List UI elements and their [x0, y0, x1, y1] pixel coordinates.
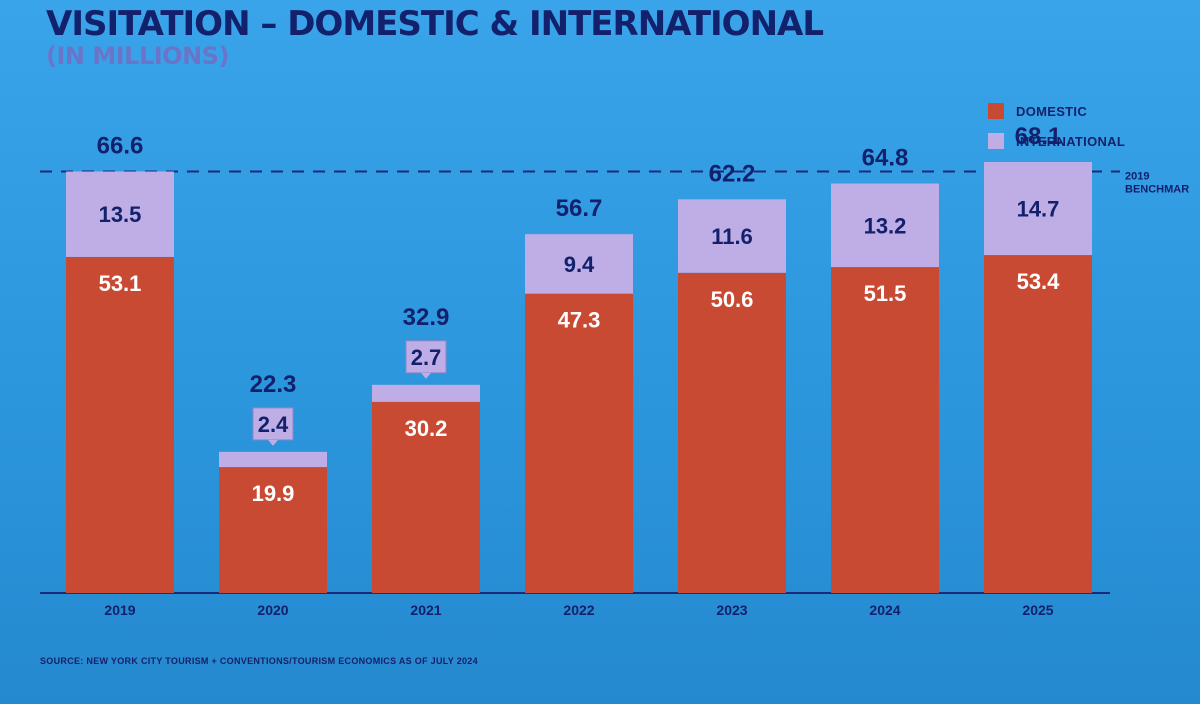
tick-label-2022: 2022: [563, 602, 594, 618]
bar-domestic-2025: [984, 255, 1092, 593]
bar-international-2019: [66, 171, 174, 257]
callout-pointer-2020: [268, 439, 278, 446]
label-international-2022: 9.4: [564, 252, 595, 277]
bar-domestic-2022: [525, 293, 633, 593]
label-total-2021: 32.9: [403, 304, 450, 331]
bar-international-2020: [219, 451, 327, 468]
label-international-2023: 11.6: [711, 224, 753, 249]
label-total-2024: 64.8: [862, 145, 909, 172]
label-domestic-2020: 19.9: [252, 481, 295, 506]
benchmark-label-text: BENCHMAR: [1125, 184, 1189, 196]
label-international-2021: 2.7: [411, 345, 442, 370]
bar-domestic-2020: [219, 467, 327, 593]
legend: DOMESTIC INTERNATIONAL: [988, 96, 1125, 156]
bar-international-2022: [525, 234, 633, 294]
label-international-2024: 13.2: [864, 213, 907, 238]
label-international-2020: 2.4: [258, 412, 289, 437]
callout-box-2020: [252, 407, 294, 441]
bar-international-2021: [372, 384, 480, 402]
label-domestic-2025: 53.4: [1017, 269, 1061, 294]
label-total-2022: 56.7: [556, 195, 603, 222]
callout-pointer-2021: [421, 372, 431, 379]
tick-label-2019: 2019: [104, 602, 135, 618]
bar-international-2023: [678, 199, 786, 273]
bar-international-2025: [984, 162, 1092, 256]
legend-item-domestic: DOMESTIC: [988, 96, 1125, 126]
label-total-2025: 68.1: [1015, 123, 1062, 150]
label-domestic-2021: 30.2: [405, 416, 448, 441]
tick-label-2024: 2024: [869, 602, 900, 618]
label-total-2023: 62.2: [709, 160, 756, 187]
label-total-2019: 66.6: [97, 133, 144, 160]
legend-swatch-domestic: [988, 103, 1004, 119]
callout-box-2021: [405, 340, 447, 374]
label-international-2019: 13.5: [99, 202, 142, 227]
legend-item-international: INTERNATIONAL: [988, 126, 1125, 156]
label-domestic-2019: 53.1: [99, 271, 142, 296]
tick-label-2021: 2021: [410, 602, 441, 618]
bar-domestic-2021: [372, 401, 480, 593]
chart-subtitle: (IN MILLIONS): [46, 42, 229, 70]
chart-title: VISITATION – DOMESTIC & INTERNATIONAL: [46, 4, 824, 44]
label-international-2025: 14.7: [1017, 197, 1060, 222]
legend-swatch-international: [988, 133, 1004, 149]
tick-label-2020: 2020: [257, 602, 288, 618]
label-domestic-2023: 50.6: [711, 287, 754, 312]
legend-label-domestic: DOMESTIC: [1016, 103, 1088, 119]
bar-domestic-2019: [66, 256, 174, 593]
bar-international-2024: [831, 183, 939, 268]
source-note: SOURCE: NEW YORK CITY TOURISM + CONVENTI…: [40, 656, 478, 666]
bar-domestic-2024: [831, 267, 939, 593]
benchmark-label-year: 2019: [1125, 171, 1149, 183]
tick-label-2025: 2025: [1022, 602, 1053, 618]
label-total-2020: 22.3: [250, 371, 297, 398]
legend-label-international: INTERNATIONAL: [1016, 133, 1126, 149]
label-domestic-2022: 47.3: [558, 308, 601, 333]
label-domestic-2024: 51.5: [864, 281, 907, 306]
bar-domestic-2023: [678, 272, 786, 593]
tick-label-2023: 2023: [716, 602, 747, 618]
